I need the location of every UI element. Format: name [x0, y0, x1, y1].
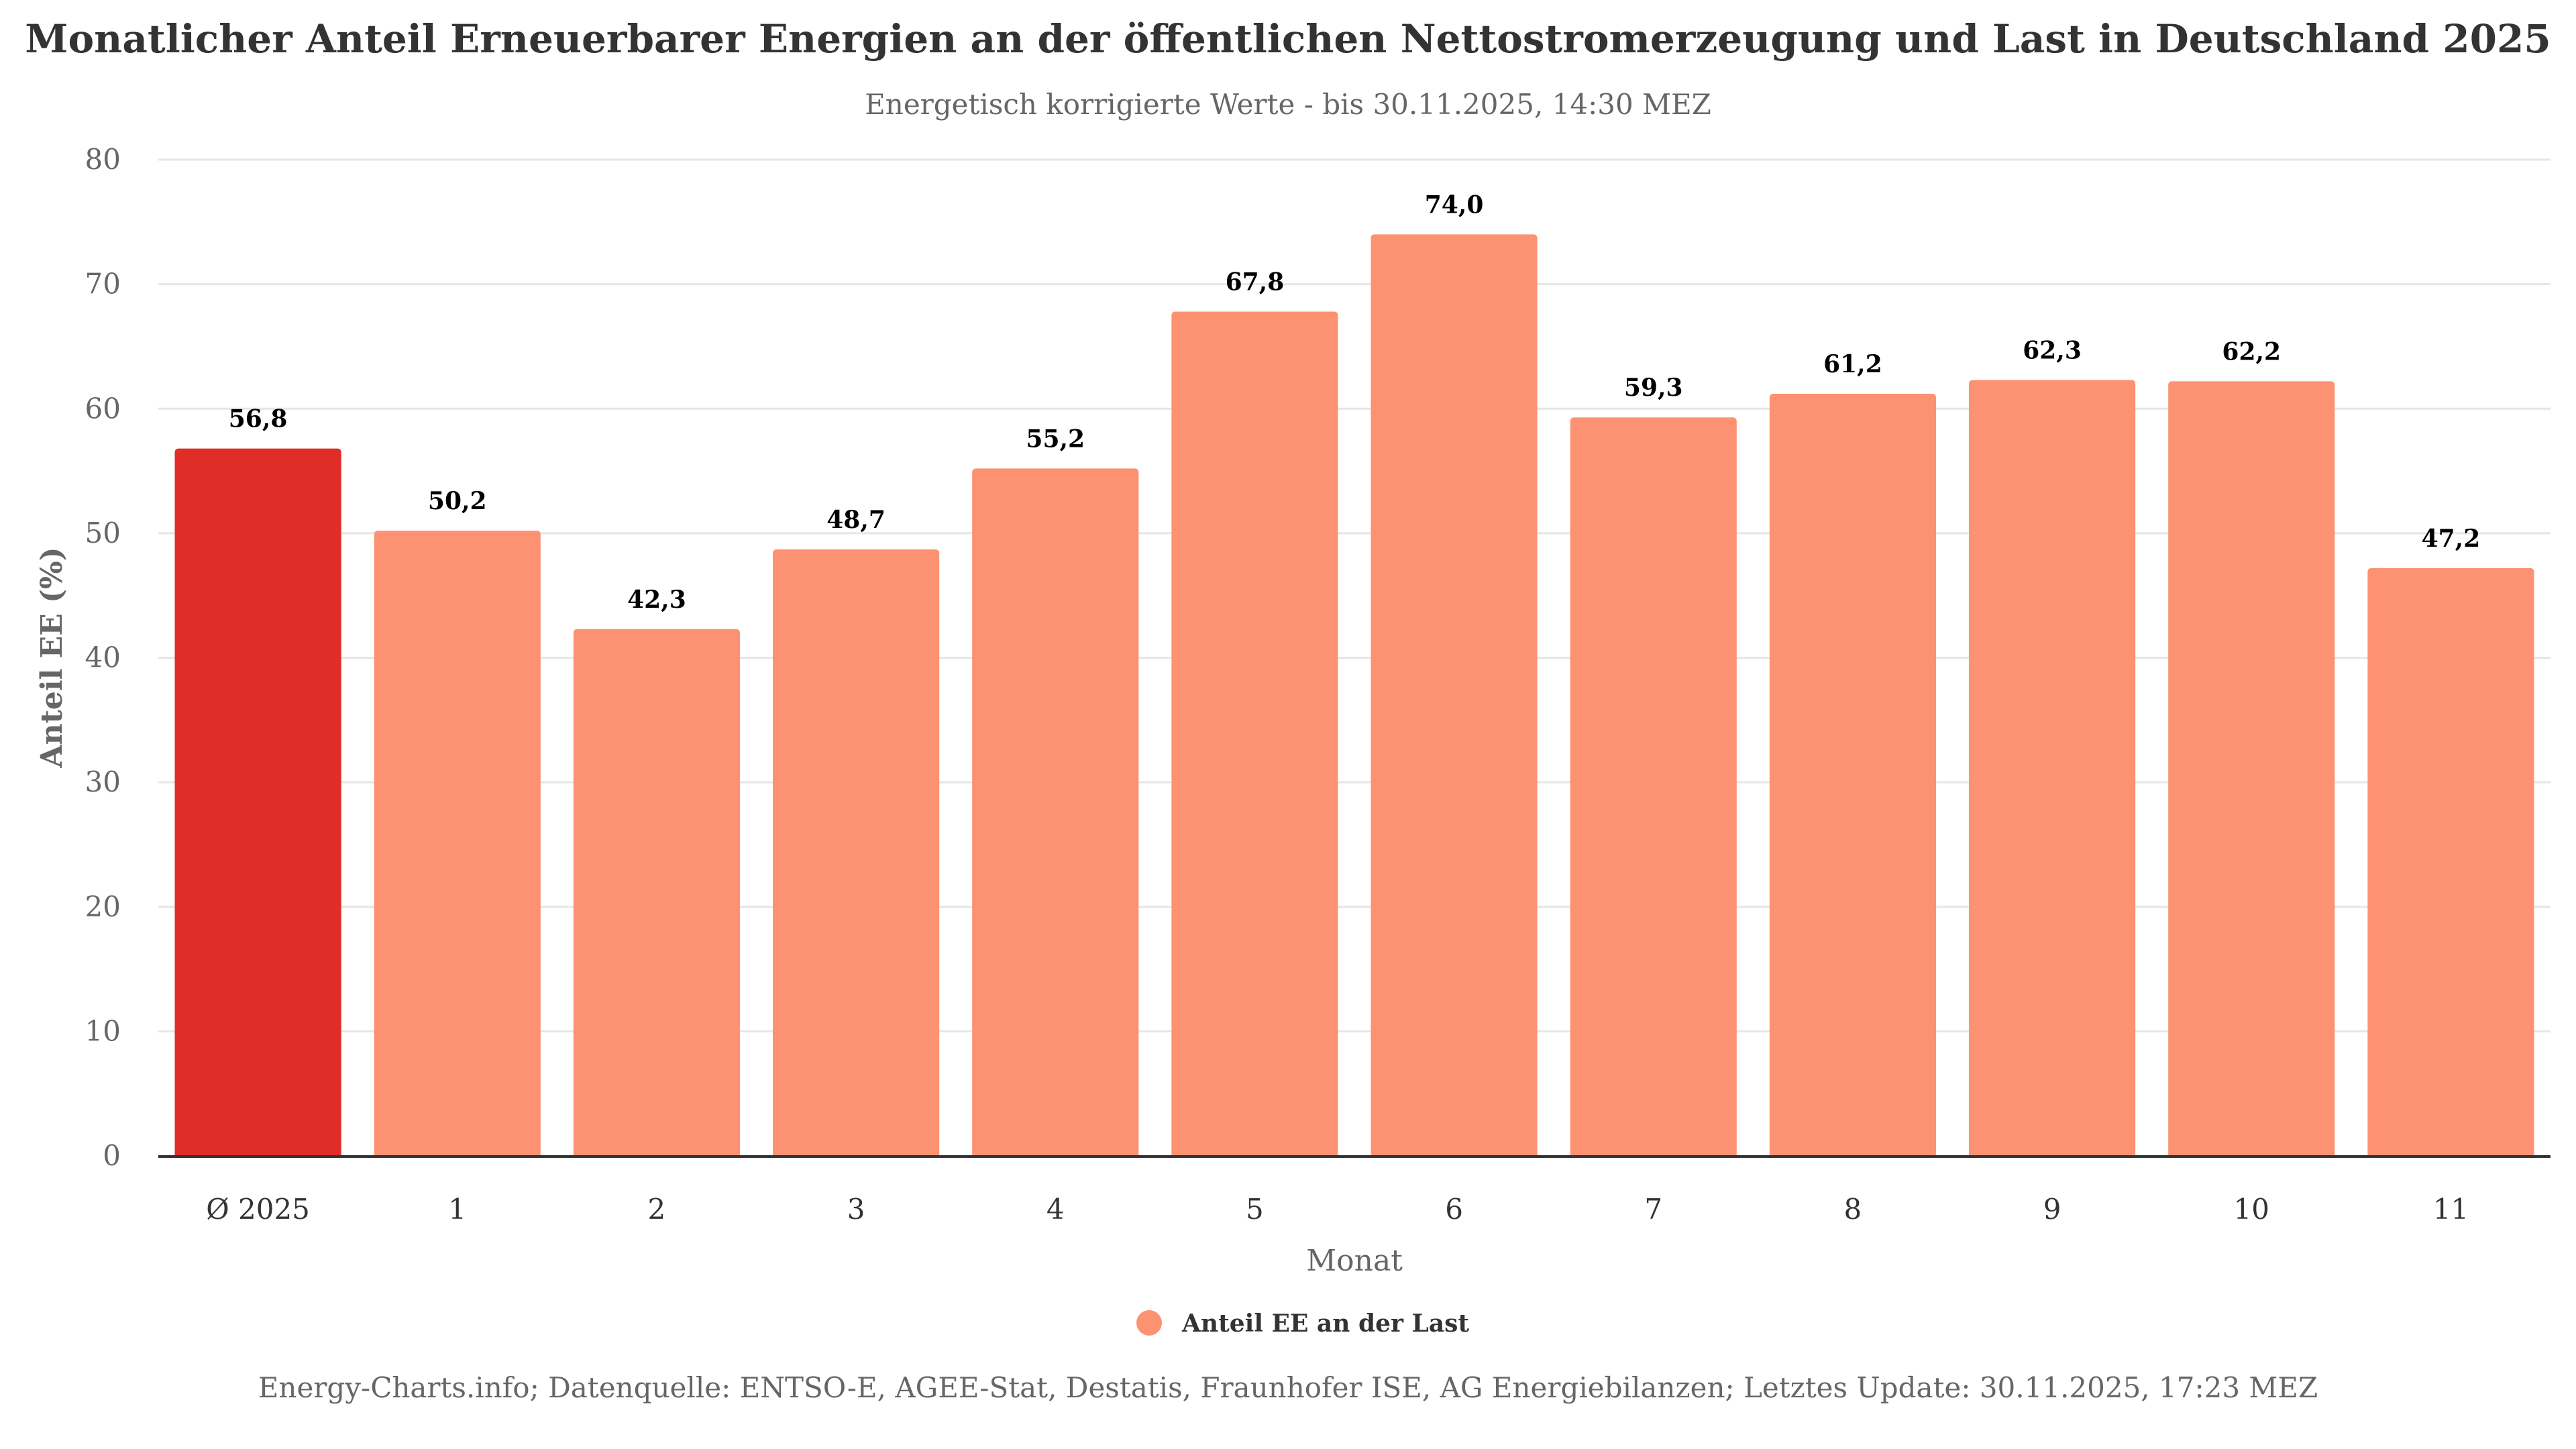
bar[interactable] [1171, 311, 1338, 1156]
x-tick-label: 11 [2433, 1193, 2469, 1226]
data-label: 67,8 [1226, 268, 1285, 296]
data-labels: 56,8 50,2 42,3 48,7 55,2 67,8 74,0 59,3 61,2 62,3… [229, 191, 2481, 613]
x-tick-label: 10 [2234, 1193, 2269, 1226]
bar[interactable] [573, 629, 740, 1156]
bar[interactable] [972, 468, 1139, 1156]
x-tick-label: 3 [847, 1193, 865, 1226]
bar[interactable] [1969, 380, 2136, 1156]
bar[interactable] [1371, 234, 1538, 1156]
bar[interactable] [2367, 568, 2534, 1156]
y-tick-label: 60 [85, 392, 121, 425]
x-axis-title: Monat [1306, 1244, 1403, 1278]
x-tick-label: Ø 2025 [206, 1193, 310, 1226]
x-tick-label: 5 [1246, 1193, 1264, 1226]
data-label: 62,2 [2222, 337, 2281, 366]
chart-subtitle: Energetisch korrigierte Werte - bis 30.1… [865, 88, 1711, 121]
y-tick-label: 20 [85, 890, 121, 923]
x-tick-label: 1 [448, 1193, 466, 1226]
bar[interactable] [174, 448, 341, 1156]
data-label: 50,2 [428, 487, 487, 515]
x-tick-label: 6 [1445, 1193, 1463, 1226]
data-label: 56,8 [229, 405, 288, 433]
legend-label[interactable]: Anteil EE an der Last [1181, 1309, 1469, 1338]
y-tick-label: 70 [85, 268, 121, 301]
bars [174, 234, 2534, 1156]
x-tick-label: 9 [2043, 1193, 2061, 1226]
x-tick-label: 2 [648, 1193, 666, 1226]
x-tick-label: 7 [1644, 1193, 1662, 1226]
bar[interactable] [374, 531, 541, 1156]
data-label: 55,2 [1026, 425, 1085, 453]
x-tick-label: 4 [1046, 1193, 1065, 1226]
y-axis-ticks: 0 10 20 30 40 50 60 70 80 [85, 143, 121, 1172]
y-axis-title: Anteil EE (%) [35, 547, 69, 768]
y-tick-label: 0 [103, 1139, 121, 1172]
data-label: 62,3 [2023, 337, 2082, 365]
data-label: 61,2 [1823, 350, 1882, 378]
data-label: 47,2 [2422, 525, 2481, 553]
x-axis-ticks: Ø 2025 1 2 3 4 5 6 7 8 9 10 11 [206, 1193, 2469, 1226]
y-tick-label: 80 [85, 143, 121, 176]
data-label: 74,0 [1425, 191, 1484, 219]
bar[interactable] [1570, 417, 1737, 1156]
x-tick-label: 8 [1844, 1193, 1862, 1226]
gridlines [158, 158, 2551, 1032]
bar[interactable] [2168, 381, 2335, 1156]
data-label: 48,7 [826, 506, 885, 534]
chart-title: Monatlicher Anteil Erneuerbarer Energien… [25, 16, 2551, 62]
chart-footer: Energy-Charts.info; Datenquelle: ENTSO-E… [258, 1371, 2318, 1404]
y-tick-label: 10 [85, 1014, 121, 1047]
y-tick-label: 40 [85, 641, 121, 674]
legend-marker [1136, 1310, 1162, 1336]
data-label: 59,3 [1624, 374, 1683, 402]
data-label: 42,3 [627, 586, 686, 614]
bar[interactable] [1769, 393, 1936, 1156]
y-tick-label: 30 [85, 765, 121, 798]
legend[interactable]: Anteil EE an der Last [1136, 1309, 1469, 1338]
bar[interactable] [773, 549, 940, 1156]
y-tick-label: 50 [85, 517, 121, 549]
